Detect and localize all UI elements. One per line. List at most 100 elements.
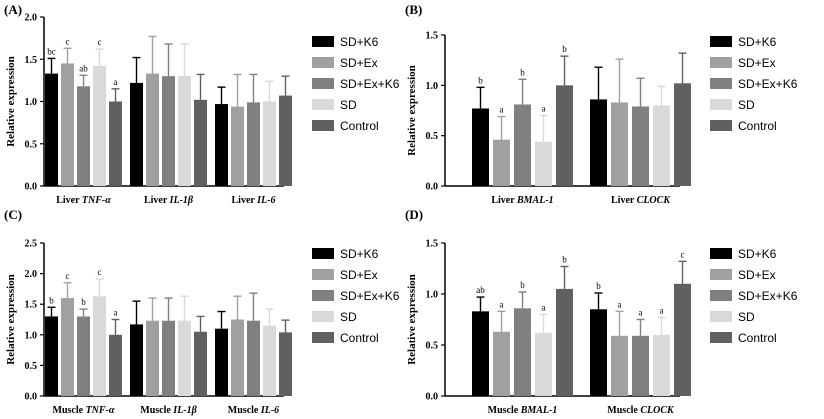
legend-label: SD+Ex (340, 268, 378, 282)
legend-label: Control (738, 331, 777, 345)
bar-sd-2 (263, 325, 276, 396)
bar-sd-ex-k6-0 (77, 86, 90, 186)
bar-sd-ex-2 (231, 106, 244, 186)
bar-sd-ex-0 (493, 331, 510, 396)
significance-label: a (500, 105, 504, 115)
bar-sd-0 (535, 332, 552, 396)
bar-control-1 (674, 83, 691, 186)
legend-swatch (710, 311, 732, 322)
significance-label: a (660, 305, 664, 315)
panel-label: (C) (4, 207, 22, 222)
bar-sd-0 (93, 66, 106, 186)
legend-label: SD (738, 98, 755, 112)
significance-label: a (542, 104, 546, 114)
bar-sd-ex-k6-1 (162, 320, 175, 396)
legend-swatch (312, 311, 334, 322)
y-tick-label: 0.0 (25, 182, 38, 193)
bar-sd-0 (93, 296, 106, 396)
significance-label: b (520, 280, 525, 290)
y-tick-label: 2.0 (25, 13, 38, 24)
significance-label: b (562, 254, 567, 264)
y-axis-title: Relative expression (406, 65, 418, 156)
bar-sd-ex-1 (611, 102, 628, 186)
legend-label: SD+Ex+K6 (738, 77, 798, 91)
significance-label: c (66, 271, 70, 281)
legend-swatch (312, 99, 334, 110)
bar-sd-ex-k6-0 (514, 308, 531, 396)
y-tick-label: 0.5 (25, 361, 38, 372)
bar-sd-ex-1 (611, 335, 628, 396)
significance-label: a (618, 299, 622, 309)
legend-label: SD+Ex+K6 (340, 77, 400, 91)
bar-sd-k6-1 (590, 309, 607, 396)
bar-control-0 (109, 101, 122, 186)
significance-label: a (500, 299, 504, 309)
bar-sd-ex-0 (493, 139, 510, 186)
bar-sd-ex-1 (146, 73, 159, 186)
bar-control-0 (556, 85, 573, 186)
category-label: Liver IL-6 (232, 195, 276, 206)
bar-sd-ex-1 (146, 320, 159, 396)
legend-swatch (710, 269, 732, 280)
bar-sd-k6-0 (472, 108, 489, 186)
bar-sd-0 (535, 141, 552, 186)
bar-sd-1 (178, 320, 191, 396)
legend-label: SD+Ex (738, 268, 776, 282)
bar-sd-1 (178, 76, 191, 186)
y-axis-title: Relative expression (406, 274, 418, 365)
significance-label: ab (79, 63, 88, 73)
y-axis-title: Relative expression (5, 56, 17, 147)
legend-label: SD+Ex (738, 56, 776, 70)
bar-sd-k6-0 (472, 311, 489, 396)
y-tick-label: 1.5 (25, 300, 38, 311)
y-tick-label: 0.0 (426, 392, 439, 403)
bar-sd-k6-1 (590, 99, 607, 186)
legend-swatch (312, 248, 334, 259)
legend-label: SD+Ex+K6 (738, 289, 798, 303)
legend-label: SD+K6 (340, 35, 379, 49)
panel-label: (D) (405, 207, 423, 222)
y-tick-label: 1.5 (25, 55, 38, 66)
legend-swatch (710, 248, 732, 259)
legend-swatch (710, 290, 732, 301)
y-tick-label: 1.0 (426, 81, 439, 92)
legend-swatch (312, 269, 334, 280)
bar-control-0 (556, 288, 573, 396)
legend-swatch (312, 332, 334, 343)
significance-label: b (478, 75, 483, 85)
significance-label: c (98, 267, 102, 277)
legend-label: SD+K6 (340, 247, 379, 261)
significance-label: c (98, 37, 102, 47)
legend-label: SD+Ex+K6 (340, 289, 400, 303)
panel-c: (C) Relative expression 0.0 0.5 1.0 1.5 2.0 2.5… (4, 207, 400, 416)
legend-label: SD+Ex (340, 56, 378, 70)
significance-label: b (562, 44, 567, 54)
legend-label: SD (340, 98, 357, 112)
bar-control-2 (279, 95, 292, 186)
y-tick-label: 0.5 (426, 341, 439, 352)
bar-control-1 (194, 99, 207, 186)
bar-sd-ex-k6-1 (632, 106, 649, 186)
panel-label: (B) (405, 2, 422, 17)
bar-sd-ex-k6-2 (247, 102, 260, 186)
legend: SD+K6 SD+Ex SD+Ex+K6 SD Control (312, 247, 400, 345)
category-label: Muscle CLOCK (607, 405, 675, 416)
bar-sd-ex-k6-0 (514, 104, 531, 186)
legend-label: SD (738, 310, 755, 324)
bar-sd-k6-2 (215, 104, 228, 186)
legend-label: SD+K6 (738, 247, 777, 261)
significance-label: ab (476, 285, 485, 295)
bar-sd-ex-0 (61, 298, 74, 396)
category-label: Liver TNF-α (56, 195, 111, 206)
legend-label: Control (738, 119, 777, 133)
y-tick-label: 1.0 (25, 330, 38, 341)
significance-label: a (114, 77, 118, 87)
significance-label: a (114, 308, 118, 318)
bar-sd-k6-2 (215, 328, 228, 396)
significance-label: b (596, 281, 601, 291)
bar-control-2 (279, 332, 292, 396)
bar-sd-ex-k6-0 (77, 316, 90, 396)
panel-a: (A)Relative expression0.00.51.01.52.0bcc… (4, 2, 400, 206)
significance-label: a (542, 302, 546, 312)
